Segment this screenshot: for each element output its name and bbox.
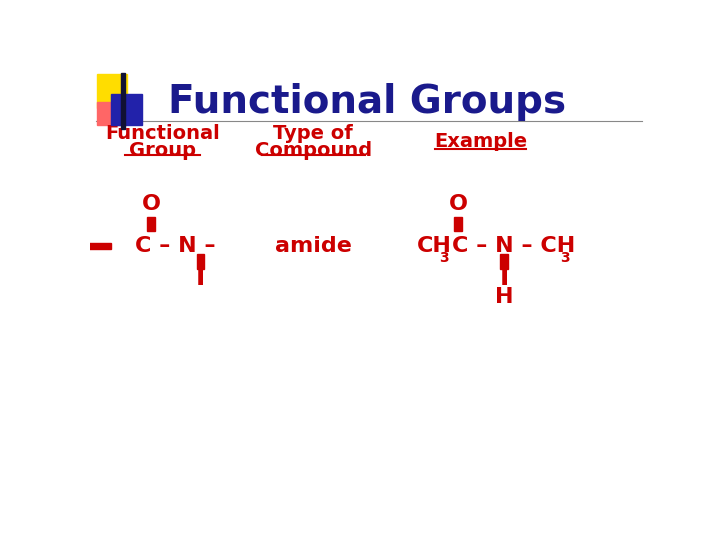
Bar [87,243,111,248]
Text: C – N –: C – N – [135,235,215,255]
Bar [96,75,127,109]
Bar [500,254,508,268]
Text: I: I [500,266,508,289]
Text: Example: Example [434,132,527,151]
Bar [111,94,142,125]
Text: CH: CH [416,235,451,255]
Text: H: H [495,287,513,307]
Bar [96,102,120,125]
Bar [148,217,156,231]
Bar [454,217,462,231]
Text: O: O [449,194,468,214]
Text: Group: Group [129,140,196,159]
Text: 3: 3 [438,251,449,265]
Text: Type of: Type of [274,124,353,143]
Text: O: O [142,194,161,214]
Text: C – N – CH: C – N – CH [451,235,575,255]
Text: Functional Groups: Functional Groups [168,83,566,121]
Bar [121,73,125,129]
Bar [197,254,204,268]
Text: 3: 3 [560,251,570,265]
Text: Functional: Functional [105,124,220,143]
Text: I: I [196,266,205,289]
Text: amide: amide [275,235,351,255]
Text: Compound: Compound [255,140,372,159]
